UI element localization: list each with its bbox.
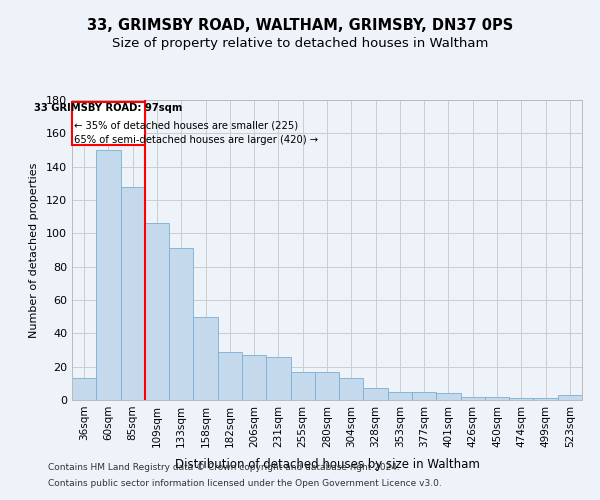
Bar	[533, 398, 558, 400]
Bar	[509, 398, 533, 400]
Text: 65% of semi-detached houses are larger (420) →: 65% of semi-detached houses are larger (…	[74, 135, 319, 145]
Bar	[290, 372, 315, 400]
FancyBboxPatch shape	[72, 102, 145, 145]
Bar	[218, 352, 242, 400]
Bar	[242, 355, 266, 400]
Bar	[364, 388, 388, 400]
Text: Contains HM Land Registry data © Crown copyright and database right 2024.: Contains HM Land Registry data © Crown c…	[48, 464, 400, 472]
Bar	[169, 248, 193, 400]
Bar	[96, 150, 121, 400]
Bar	[436, 394, 461, 400]
Y-axis label: Number of detached properties: Number of detached properties	[29, 162, 39, 338]
Bar	[193, 316, 218, 400]
Bar	[266, 356, 290, 400]
Bar	[121, 186, 145, 400]
Bar	[145, 224, 169, 400]
Text: 33 GRIMSBY ROAD: 97sqm: 33 GRIMSBY ROAD: 97sqm	[34, 104, 182, 114]
Bar	[72, 378, 96, 400]
Bar	[339, 378, 364, 400]
Bar	[388, 392, 412, 400]
Bar	[315, 372, 339, 400]
Bar	[485, 396, 509, 400]
Text: Contains public sector information licensed under the Open Government Licence v3: Contains public sector information licen…	[48, 478, 442, 488]
Bar	[558, 395, 582, 400]
Text: 33, GRIMSBY ROAD, WALTHAM, GRIMSBY, DN37 0PS: 33, GRIMSBY ROAD, WALTHAM, GRIMSBY, DN37…	[87, 18, 513, 32]
Bar	[412, 392, 436, 400]
Text: Size of property relative to detached houses in Waltham: Size of property relative to detached ho…	[112, 38, 488, 51]
Text: ← 35% of detached houses are smaller (225): ← 35% of detached houses are smaller (22…	[74, 120, 299, 130]
Bar	[461, 396, 485, 400]
X-axis label: Distribution of detached houses by size in Waltham: Distribution of detached houses by size …	[175, 458, 479, 471]
